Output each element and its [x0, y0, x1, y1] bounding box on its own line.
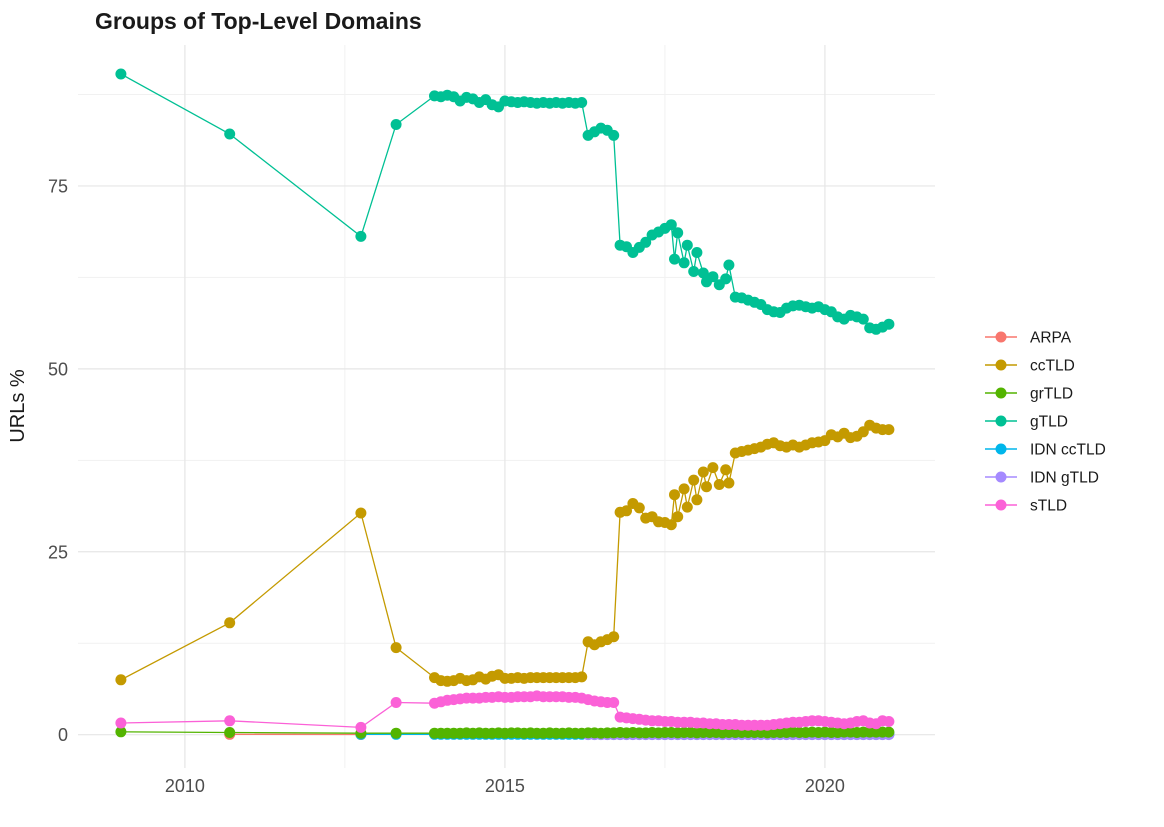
data-point [390, 727, 402, 739]
data-point [355, 721, 367, 733]
data-point [720, 273, 732, 285]
y-tick-label-50: 50 [48, 359, 68, 379]
data-point [678, 483, 690, 495]
legend: ARPA ccTLD grTLD gTLD IDN ccTLD IDN gTLD sTLD [985, 330, 1106, 515]
legend-label: grTLD [1030, 386, 1073, 403]
legend-item-idn-cctld: IDN ccTLD [985, 442, 1106, 459]
legend-item-cctld: ccTLD [985, 358, 1075, 375]
data-point [640, 236, 652, 248]
data-point [665, 219, 677, 231]
data-point [883, 716, 895, 727]
data-point [608, 697, 620, 708]
data-point [697, 466, 709, 478]
y-axis-title: URLs % [7, 369, 29, 443]
y-tick-label-75: 75 [48, 176, 68, 196]
data-point [115, 717, 127, 729]
legend-label: ccTLD [1030, 358, 1075, 375]
data-point [883, 424, 895, 436]
data-point [390, 697, 402, 708]
data-point [720, 464, 732, 476]
data-point [688, 474, 700, 486]
data-point [621, 505, 632, 517]
data-point [355, 507, 367, 519]
data-series [115, 68, 895, 741]
data-point [355, 230, 367, 242]
data-point [723, 477, 735, 489]
legend-key-point [995, 387, 1007, 399]
x-tick-label-2015: 2015 [485, 776, 525, 796]
data-point [115, 726, 127, 738]
data-point [688, 266, 700, 277]
data-point [608, 631, 620, 643]
data-point [707, 271, 719, 283]
x-tick-label-2020: 2020 [805, 776, 845, 796]
data-point [390, 642, 402, 654]
data-point [224, 715, 236, 727]
data-point [707, 462, 719, 474]
data-point [697, 267, 709, 279]
series-cctld [115, 419, 895, 687]
data-point [681, 239, 693, 251]
data-point [390, 119, 402, 130]
legend-key-point [995, 359, 1007, 371]
data-point [672, 511, 684, 523]
legend-label: IDN gTLD [1030, 470, 1099, 487]
legend-item-grtld: grTLD [985, 386, 1073, 403]
data-point [883, 318, 895, 330]
data-point [857, 313, 869, 325]
data-point [691, 247, 703, 258]
data-point [576, 97, 588, 108]
data-point [691, 494, 703, 506]
series-gtld [115, 68, 895, 335]
data-point [723, 259, 735, 271]
data-point [224, 727, 236, 738]
data-point [681, 501, 693, 513]
data-point [665, 519, 677, 531]
legend-item-stld: sTLD [985, 498, 1067, 515]
data-point [678, 257, 690, 269]
legend-label: gTLD [1030, 414, 1068, 431]
legend-key-point [995, 471, 1007, 483]
data-point [672, 227, 684, 239]
legend-key-point [995, 415, 1007, 427]
series-grtld [115, 726, 895, 739]
data-point [115, 68, 127, 80]
y-tick-label-0: 0 [58, 725, 68, 745]
data-point [224, 617, 236, 629]
data-point [224, 128, 236, 140]
legend-item-gtld: gTLD [985, 414, 1068, 431]
data-point [701, 481, 712, 493]
data-point [115, 674, 127, 686]
axis-tick-labels: 0 25 50 75 2010 2015 2020 [48, 176, 845, 796]
series-stld [115, 690, 895, 733]
y-tick-label-25: 25 [48, 542, 68, 562]
gridlines [78, 45, 935, 768]
legend-label: sTLD [1030, 498, 1067, 515]
legend-label: ARPA [1030, 330, 1072, 347]
data-point [883, 726, 895, 738]
data-point [576, 671, 588, 683]
legend-key-point [995, 443, 1007, 455]
legend-key-point [995, 331, 1007, 343]
data-point [608, 129, 620, 141]
data-point [713, 479, 725, 490]
chart-title: Groups of Top-Level Domains [95, 8, 422, 34]
data-point [633, 502, 645, 514]
x-tick-label-2010: 2010 [165, 776, 205, 796]
data-point [669, 253, 680, 265]
legend-label: IDN ccTLD [1030, 442, 1106, 459]
legend-item-idn-gtld: IDN gTLD [985, 470, 1099, 487]
data-point [669, 489, 680, 501]
legend-item-arpa: ARPA [985, 330, 1072, 347]
legend-key-point [995, 499, 1007, 511]
